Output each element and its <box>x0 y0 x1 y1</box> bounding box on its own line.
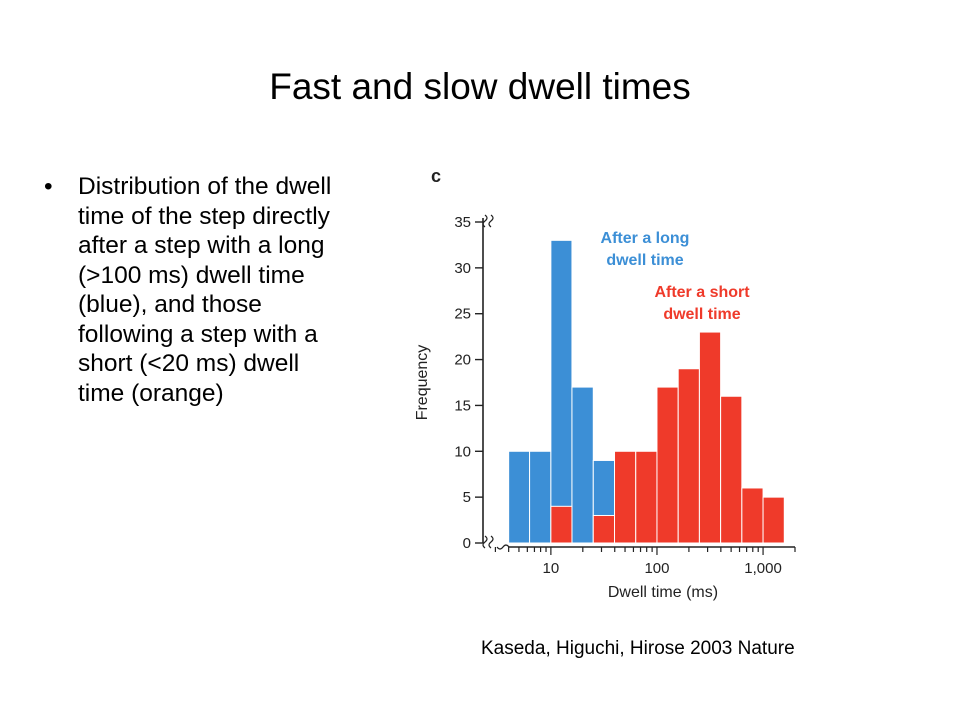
x-tick-label-0: 10 <box>543 560 560 577</box>
citation: Kaseda, Higuchi, Hirose 2003 Nature <box>481 638 795 659</box>
y-tick-label-3: 15 <box>454 397 471 414</box>
axis-break-squiggle-y-1 <box>482 535 494 549</box>
bar-series1-9 <box>762 496 785 544</box>
bar-series1-2 <box>614 450 637 544</box>
dwell-time-histogram: 0 5 10 15 20 25 30 35 10 100 1,000 Dwell time (ms) F… <box>414 166 796 601</box>
bar-series1-7 <box>720 395 743 544</box>
chart-axes <box>475 214 796 555</box>
chart-labels: 0 5 10 15 20 25 30 35 10 100 1,000 Dwell time (ms) F… <box>414 166 782 601</box>
x-tick-label-2: 1,000 <box>744 560 782 577</box>
y-axis-label: Frequency <box>414 345 431 421</box>
axis-break-squiggle-x <box>496 544 510 550</box>
x-tick-label-1: 100 <box>644 560 669 577</box>
bar-series0-1 <box>529 450 552 544</box>
y-tick-label-0: 0 <box>463 535 471 552</box>
bar-series1-4 <box>656 386 679 544</box>
bullet-item: • Distribution of the dwell time of the … <box>44 172 344 408</box>
panel-label: c <box>431 166 441 186</box>
bar-series1-1 <box>592 514 616 544</box>
series-annotation-0-1: dwell time <box>606 252 683 269</box>
bullet-text: Distribution of the dwell time of the st… <box>78 173 332 407</box>
y-tick-label-6: 30 <box>454 260 471 277</box>
histogram-bars <box>508 239 785 544</box>
axis-break-squiggle-y-0 <box>482 214 494 228</box>
slide-title: Fast and slow dwell times <box>269 66 691 107</box>
bar-series1-0 <box>550 505 573 544</box>
y-tick-label-5: 25 <box>454 306 471 323</box>
bar-series0-3 <box>571 386 594 544</box>
bullet-marker: • <box>44 173 53 200</box>
y-tick-label-1: 5 <box>463 489 471 506</box>
y-tick-label-2: 10 <box>454 443 471 460</box>
series-annotation-1-0: After a short <box>654 284 750 301</box>
bar-series0-0 <box>508 450 531 544</box>
y-tick-label-7: 35 <box>454 214 471 231</box>
bar-series1-8 <box>741 487 764 544</box>
series-annotation-1-1: dwell time <box>663 306 740 323</box>
series-annotation-0-0: After a long <box>601 230 690 247</box>
bar-series1-3 <box>635 450 658 544</box>
bar-series1-5 <box>677 368 700 544</box>
x-axis-label: Dwell time (ms) <box>608 584 718 601</box>
bar-series1-6 <box>698 331 722 544</box>
y-tick-label-4: 20 <box>454 352 471 369</box>
bar-series0-2 <box>550 239 573 544</box>
